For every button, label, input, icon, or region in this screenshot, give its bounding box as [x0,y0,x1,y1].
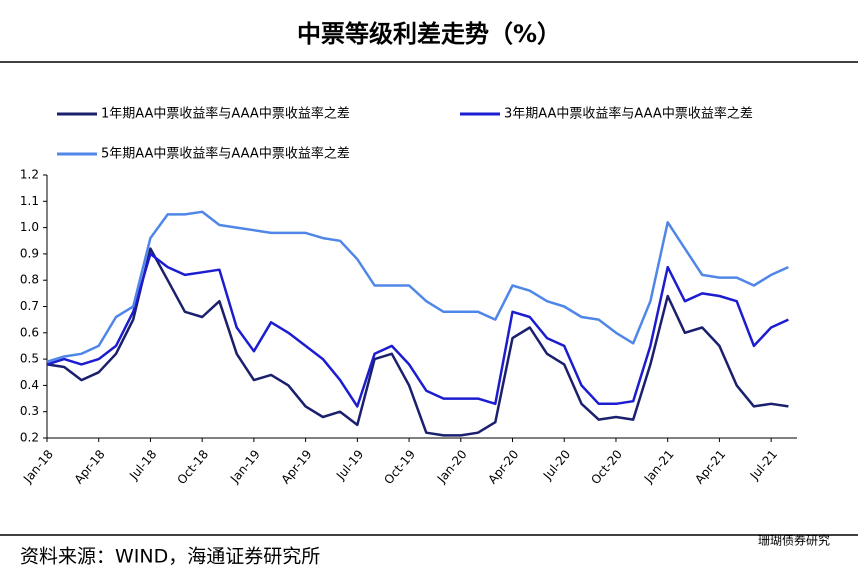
series-line [46,252,789,408]
legend-label: 1年期AA中票收益率与AAA中票收益率之差 [101,106,350,122]
x-tick-label: Jul-19 [333,447,366,483]
chart-title: 中票等级利差走势（%） [297,20,561,48]
x-tick-label: Oct-18 [174,447,211,487]
y-tick-label: 1.0 [20,220,39,234]
x-tick-label: Jul-21 [747,447,780,483]
y-tick-label: 0.9 [20,246,39,260]
x-tick-label: Jul-18 [126,447,159,483]
y-tick-label: 1.1 [20,194,39,208]
x-tick-label: Oct-19 [381,447,418,487]
series-line [46,247,789,437]
x-tick-label: Oct-20 [588,447,625,487]
y-tick-label: 0.5 [20,352,39,366]
x-tick-label: Apr-18 [72,447,108,486]
legend-label: 5年期AA中票收益率与AAA中票收益率之差 [101,146,350,162]
y-tick-label: 0.3 [20,404,39,418]
y-tick-label: 1.2 [20,168,39,182]
watermark: 珊瑚债券研究 [758,533,830,548]
series-line [46,210,789,363]
x-tick-label: Jan-21 [641,447,677,486]
y-tick-label: 0.8 [20,273,39,287]
x-tick-label: Jan-19 [227,447,263,486]
y-tick-label: 0.6 [20,325,39,339]
y-tick-label: 0.4 [20,378,39,392]
x-tick-label: Jul-20 [540,447,573,483]
x-tick-label: Apr-19 [278,447,314,486]
x-tick-label: Jan-20 [434,447,470,486]
x-tick-label: Apr-20 [485,447,521,486]
y-tick-label: 0.7 [20,299,39,313]
y-tick-label: 0.2 [20,431,39,445]
x-tick-label: Jan-18 [20,447,56,486]
x-tick-label: Apr-21 [692,447,728,486]
source: 资料来源：WIND，海通证券研究所 [20,546,320,568]
legend-label: 3年期AA中票收益率与AAA中票收益率之差 [504,106,753,122]
